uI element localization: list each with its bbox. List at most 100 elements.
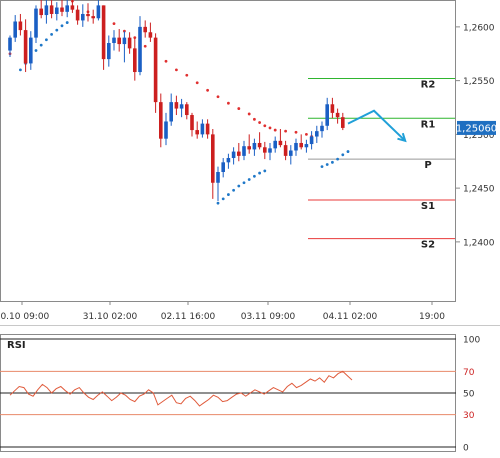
sar-dot: [65, 21, 69, 24]
candle-body: [153, 37, 158, 103]
sar-dot: [258, 171, 261, 175]
sar-dot: [237, 107, 241, 110]
pivot-label-s2: S2: [421, 240, 435, 251]
rsi-tick-label: 50: [463, 390, 475, 400]
candle-body: [341, 117, 345, 128]
candle-body: [122, 37, 127, 45]
candle-body: [18, 21, 23, 31]
candle-body: [169, 102, 173, 122]
candle-body: [44, 5, 49, 16]
sar-dot: [55, 28, 59, 32]
sar-dot: [253, 117, 256, 121]
candle-body: [231, 151, 236, 159]
sar-dot: [50, 33, 53, 36]
candle-body: [309, 136, 314, 145]
price-tick-label: 1,2600: [463, 23, 495, 33]
candle-body: [242, 146, 246, 156]
sar-dot: [60, 24, 64, 28]
candle-body: [23, 30, 28, 64]
rsi-title: RSI: [7, 340, 26, 351]
pivot-label-p: P: [424, 160, 431, 171]
candle-body: [320, 125, 324, 132]
candle-body: [216, 172, 220, 183]
candle-body: [221, 162, 225, 172]
candle-body: [190, 115, 194, 131]
sar-dot: [34, 49, 38, 52]
sar-dot: [242, 181, 246, 185]
candle-body: [164, 121, 168, 139]
candle-body: [247, 146, 251, 150]
candle-body: [315, 131, 319, 137]
sar-dot: [175, 68, 178, 72]
time-tick-label: 02.11 16:00: [161, 312, 216, 322]
sar-dot: [227, 101, 230, 105]
sar-dot: [341, 153, 345, 157]
sar-dot: [263, 124, 267, 128]
rsi-tick-label: 0: [463, 444, 469, 454]
candle-body: [179, 104, 184, 109]
candle-body: [138, 26, 142, 73]
time-tick-label: 19:00: [419, 312, 445, 322]
sar-dot: [45, 38, 48, 42]
forecast-path: [347, 109, 406, 142]
sar-dot: [164, 59, 168, 63]
sar-dot: [237, 184, 241, 188]
candle-body: [148, 32, 153, 38]
rsi-line: [9, 370, 353, 407]
sar-dot: [305, 132, 308, 136]
price-tick-label: 1,2400: [463, 238, 495, 248]
candle-body: [299, 142, 303, 148]
current-price-tag: [457, 120, 496, 135]
price-tick-label: 1,2550: [463, 77, 495, 87]
candle-body: [96, 5, 101, 19]
candle-body: [237, 151, 241, 156]
time-tick-label: 31.10 02:00: [83, 312, 138, 322]
candle-body: [55, 7, 59, 14]
candle-body: [133, 48, 137, 73]
sar-dot: [19, 68, 22, 72]
sar-dot: [263, 169, 267, 173]
sar-dot: [195, 81, 199, 85]
sar-dot: [325, 163, 329, 166]
candle-body: [70, 5, 75, 10]
candle-body: [107, 43, 111, 60]
candle-body: [195, 130, 199, 135]
candle-body: [252, 142, 257, 150]
sar-dot: [216, 201, 220, 205]
candle-body: [257, 142, 262, 148]
sar-dot: [346, 150, 350, 153]
sar-dot: [143, 44, 147, 48]
price-tick-label: 1,2450: [463, 185, 495, 195]
pivot-label-s1: S1: [421, 201, 435, 212]
pivot-label-r1: R1: [421, 119, 436, 130]
candle-body: [39, 8, 43, 16]
candle-body: [304, 144, 309, 148]
sar-dot: [273, 128, 277, 132]
candle-body: [278, 140, 283, 146]
rsi-tick-label: 70: [463, 368, 475, 378]
candle-body: [117, 37, 121, 45]
sar-dot: [253, 174, 256, 178]
candle-body: [34, 8, 38, 38]
current-price-label: 1,25060: [456, 123, 497, 134]
candle-body: [8, 37, 12, 51]
rsi-tick-label: 30: [463, 411, 475, 421]
rsi-tick-label: 100: [463, 336, 480, 346]
candle-body: [205, 123, 210, 135]
candle-body: [101, 5, 106, 60]
sar-dot: [268, 126, 272, 130]
candle-body: [127, 37, 132, 49]
time-tick-label: 30.10 09:00: [0, 312, 50, 322]
candle-body: [60, 7, 64, 12]
sar-dot: [112, 22, 116, 26]
sar-dot: [258, 121, 261, 124]
candle-body: [143, 26, 147, 33]
candle-body: [200, 123, 205, 135]
candle-body: [81, 13, 85, 21]
candle-body: [174, 102, 179, 109]
candle-body: [49, 5, 54, 14]
candle-body: [273, 140, 277, 149]
sar-dot: [216, 95, 220, 99]
